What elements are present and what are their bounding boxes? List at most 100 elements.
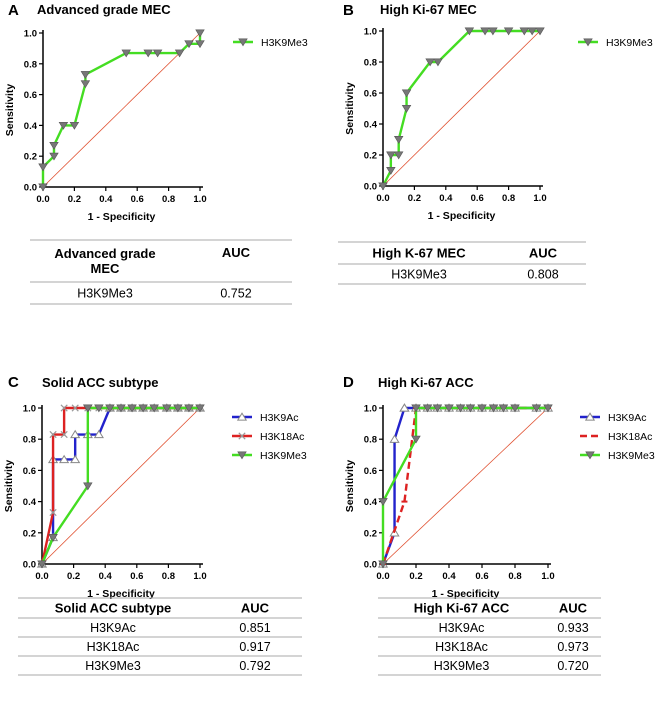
table-cell-marker: H3K18Ac — [87, 640, 140, 654]
panel-letter: D — [343, 374, 354, 391]
data-point — [477, 404, 487, 413]
x-tick-label: 0.4 — [99, 194, 113, 205]
y-tick-label: 0.4 — [364, 497, 378, 508]
data-point — [527, 27, 537, 36]
data-point — [121, 49, 131, 58]
x-axis-label: 1 - Specificity — [428, 210, 496, 222]
data-point — [519, 27, 530, 36]
data-point — [105, 404, 115, 413]
y-tick-label: 1.0 — [364, 404, 377, 415]
legend-item: H3K9Me3 — [580, 450, 655, 462]
auc-table: High K-67 MEC AUC H3K9Me3 0.808 — [338, 241, 586, 285]
data-point — [162, 404, 172, 413]
data-point — [138, 404, 148, 413]
x-tick-label: 0.4 — [442, 571, 456, 582]
data-point — [425, 58, 435, 67]
y-tick-label: 0.4 — [23, 497, 37, 508]
x-tick-label: 0.8 — [162, 194, 175, 205]
table-header-auc: AUC — [529, 246, 558, 261]
series-h3k9me3 — [37, 404, 205, 569]
x-axis-label: 1 - Specificity — [87, 588, 155, 600]
y-tick-label: 0.8 — [364, 58, 377, 69]
data-point — [433, 58, 443, 67]
data-point — [401, 89, 412, 98]
y-tick-label: 0.8 — [364, 435, 377, 446]
legend-label: H3K9Me3 — [606, 37, 653, 49]
data-point — [37, 560, 47, 569]
panel-c: C Solid ACC subtype 0.0 0.2 0.4 0.6 0.8 1.0 0.0 0… — [3, 374, 307, 676]
data-point — [480, 27, 490, 36]
data-point — [143, 49, 153, 58]
data-point — [60, 404, 68, 412]
y-tick-label: 0.8 — [23, 435, 36, 446]
roc-curve-line — [381, 29, 540, 187]
x-tick-label: 1.0 — [533, 193, 546, 204]
table-cell-marker: H3K9Me3 — [434, 659, 490, 673]
panel-letter: A — [8, 2, 19, 19]
data-point — [70, 454, 81, 464]
x-tick-label: 0.6 — [475, 571, 488, 582]
y-axis-label: Sensitivity — [4, 84, 16, 137]
data-point — [393, 136, 404, 144]
data-point — [401, 105, 412, 113]
legend-marker — [236, 412, 248, 421]
table-cell-auc: 0.851 — [239, 621, 270, 635]
data-point — [195, 404, 205, 413]
x-tick-label: 0.4 — [99, 571, 113, 582]
legend-label: H3K9Me3 — [608, 450, 655, 462]
legend-marker — [585, 451, 595, 460]
data-point — [195, 40, 205, 49]
y-tick-label: 0.8 — [24, 59, 37, 70]
legend-label: H3K9Me3 — [261, 37, 308, 49]
y-tick-label: 0.0 — [24, 183, 37, 194]
data-point — [60, 430, 68, 439]
y-axis-label: Sensitivity — [3, 460, 15, 513]
data-point — [432, 404, 443, 413]
data-point — [49, 430, 57, 439]
y-tick-label: 0.0 — [364, 560, 377, 571]
data-point — [38, 183, 48, 192]
x-axis-label: 1 - Specificity — [432, 588, 500, 600]
table-header-auc: AUC — [241, 601, 270, 616]
data-point — [70, 429, 81, 439]
data-point — [498, 404, 509, 413]
x-tick-label: 1.0 — [193, 571, 206, 582]
y-tick-label: 0.6 — [24, 90, 37, 101]
x-tick-label: 0.2 — [67, 571, 80, 582]
table-header-label: High K-67 MEC — [372, 246, 466, 261]
data-point — [184, 40, 194, 49]
table-cell-auc: 0.933 — [557, 621, 588, 635]
data-point — [543, 404, 553, 413]
data-point — [510, 404, 520, 413]
x-tick-label: 0.2 — [409, 571, 422, 582]
data-point — [83, 482, 93, 491]
table-cell-marker: H3K9Me3 — [77, 287, 133, 301]
data-point — [455, 404, 466, 413]
auc-table: High Ki-67 ACC AUC H3K9Ac 0.933 H3K18Ac 0.973… — [378, 597, 601, 676]
reference-diagonal — [41, 407, 201, 565]
data-point — [59, 454, 70, 464]
table-cell-marker: H3K18Ac — [435, 640, 488, 654]
y-tick-label: 0.2 — [364, 528, 377, 539]
data-point — [149, 404, 159, 413]
data-point — [173, 404, 183, 413]
table-cell-auc: 0.917 — [239, 640, 270, 654]
data-point — [378, 560, 388, 569]
data-point — [444, 404, 454, 413]
legend-marker — [238, 38, 248, 47]
data-point — [378, 498, 388, 506]
series-h3k9me3 — [38, 29, 205, 192]
data-point — [465, 404, 476, 413]
y-axis-label: Sensitivity — [344, 460, 356, 513]
legend-label: H3K9Ac — [608, 412, 647, 424]
y-tick-label: 0.0 — [364, 182, 377, 193]
legend-label: H3K18Ac — [260, 431, 304, 443]
legend-item: H3K18Ac — [232, 431, 304, 443]
x-tick-label: 0.0 — [35, 571, 48, 582]
table-cell-auc: 0.808 — [527, 268, 558, 282]
data-point — [378, 182, 388, 191]
data-point — [488, 27, 498, 36]
data-point-stroke-b — [60, 404, 68, 412]
data-point — [49, 508, 57, 517]
